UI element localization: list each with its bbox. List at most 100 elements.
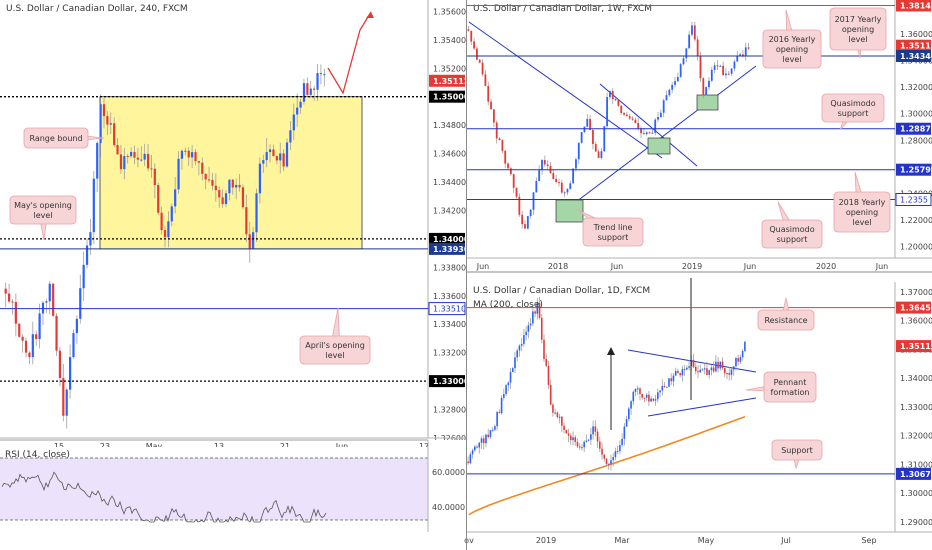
- x-tick-label: Jun: [335, 442, 349, 451]
- callout-text: 2018 Yearly: [839, 198, 886, 207]
- left-candle: [28, 352, 31, 358]
- x-tick-label: Jul: [780, 536, 791, 545]
- daily-candle: [668, 378, 670, 387]
- weekly-candle: [614, 99, 617, 101]
- level-label: 1.28870: [900, 125, 932, 134]
- y-tick-label: 1.33400: [433, 320, 466, 329]
- weekly-candle: [600, 151, 603, 158]
- daily-candle: [572, 437, 574, 441]
- level-label: 1.33930: [433, 245, 470, 254]
- daily-candle: [485, 434, 487, 444]
- callout-box: [757, 309, 815, 331]
- left-candle: [201, 162, 204, 174]
- daily-candle: [583, 441, 585, 448]
- level-label: 1.34000: [433, 235, 470, 244]
- daily-candle: [596, 431, 599, 442]
- daily-candle: [719, 361, 722, 369]
- left-candle: [289, 130, 292, 143]
- left-candle: [241, 187, 245, 208]
- callout-box: [771, 439, 823, 461]
- callout-text: Pennant: [774, 378, 807, 387]
- daily-candle: [525, 331, 527, 336]
- left-candle: [35, 334, 38, 340]
- callout-text: level: [782, 55, 801, 64]
- daily-candle: [621, 438, 623, 446]
- weekly-candle: [484, 74, 487, 86]
- left-candle: [14, 302, 17, 324]
- demand-zone: [555, 199, 584, 223]
- ma-label: MA (200, close): [473, 300, 543, 310]
- left-candle: [45, 301, 48, 303]
- y-tick-label: 1.36000: [900, 30, 932, 39]
- left-candle: [252, 232, 255, 249]
- daily-candle: [567, 433, 570, 436]
- daily-candle: [681, 369, 684, 376]
- level-tag: [896, 467, 931, 480]
- left-candle: [323, 74, 326, 76]
- weekly-candle: [524, 224, 526, 229]
- weekly-candle: [719, 65, 722, 67]
- weekly-candle: [532, 192, 535, 210]
- daily-candle: [612, 457, 614, 461]
- daily-candle: [648, 394, 650, 402]
- callout-box: [23, 127, 89, 149]
- rsi-tick: 40.0000: [432, 503, 465, 512]
- daily-candle: [516, 350, 519, 358]
- x-tick-label: 15: [54, 442, 64, 451]
- x-tick-label: May: [146, 442, 163, 451]
- weekly-candle: [634, 119, 637, 124]
- daily-candle: [585, 440, 588, 442]
- y-tick-label: 1.20000: [900, 243, 932, 252]
- daily-candle: [603, 454, 606, 459]
- weekly-candle: [515, 187, 518, 197]
- daily-candle: [679, 373, 681, 376]
- left-candle: [177, 158, 180, 190]
- weekly-candle: [552, 173, 555, 179]
- weekly-candle: [558, 182, 560, 184]
- daily-candle: [674, 370, 677, 376]
- range-bound-box: [99, 96, 363, 250]
- weekly-candle: [747, 47, 750, 49]
- level-tag: [896, 340, 931, 353]
- daily-candle: [489, 430, 492, 438]
- left-candle: [106, 116, 109, 125]
- daily-candle: [712, 367, 715, 372]
- daily-candle: [697, 371, 699, 373]
- weekly-candle: [498, 138, 501, 141]
- weekly-candle: [563, 192, 566, 194]
- callout-text: support: [838, 109, 869, 118]
- daily-candle: [496, 411, 498, 427]
- left-candle: [170, 206, 173, 222]
- weekly-candle: [603, 126, 606, 152]
- left-candle: [214, 185, 217, 191]
- daily-candle: [532, 311, 534, 324]
- x-tick-label: 2020: [816, 262, 836, 271]
- callout-box: [763, 371, 817, 403]
- daily-candle: [663, 386, 666, 388]
- y-tick-label: 1.29000: [900, 518, 932, 527]
- daily-candle: [565, 429, 568, 434]
- weekly-candle: [665, 95, 668, 101]
- left-candle: [68, 357, 72, 390]
- daily-candle: [607, 463, 610, 465]
- level-label: 1.33510: [433, 305, 466, 314]
- daily-candle: [699, 369, 702, 373]
- weekly-candle: [628, 116, 631, 119]
- y-tick-label: 1.36000: [900, 317, 932, 326]
- left-candle: [123, 156, 126, 170]
- weekly-candle: [736, 55, 739, 62]
- daily-candle: [645, 394, 648, 398]
- daily-candle: [500, 397, 503, 414]
- daily-candle: [677, 370, 679, 374]
- left-candle: [72, 333, 75, 358]
- weekly-candle: [546, 164, 549, 166]
- callout-box: [299, 335, 371, 365]
- daily-candle: [478, 442, 481, 448]
- weekly-candle: [495, 122, 498, 139]
- weekly-candle: [538, 170, 541, 182]
- left-candle: [262, 160, 265, 164]
- left-candle: [38, 313, 41, 340]
- weekly-candle: [645, 132, 648, 135]
- daily-candle: [494, 426, 496, 430]
- y-tick-label: 1.34000: [900, 374, 932, 383]
